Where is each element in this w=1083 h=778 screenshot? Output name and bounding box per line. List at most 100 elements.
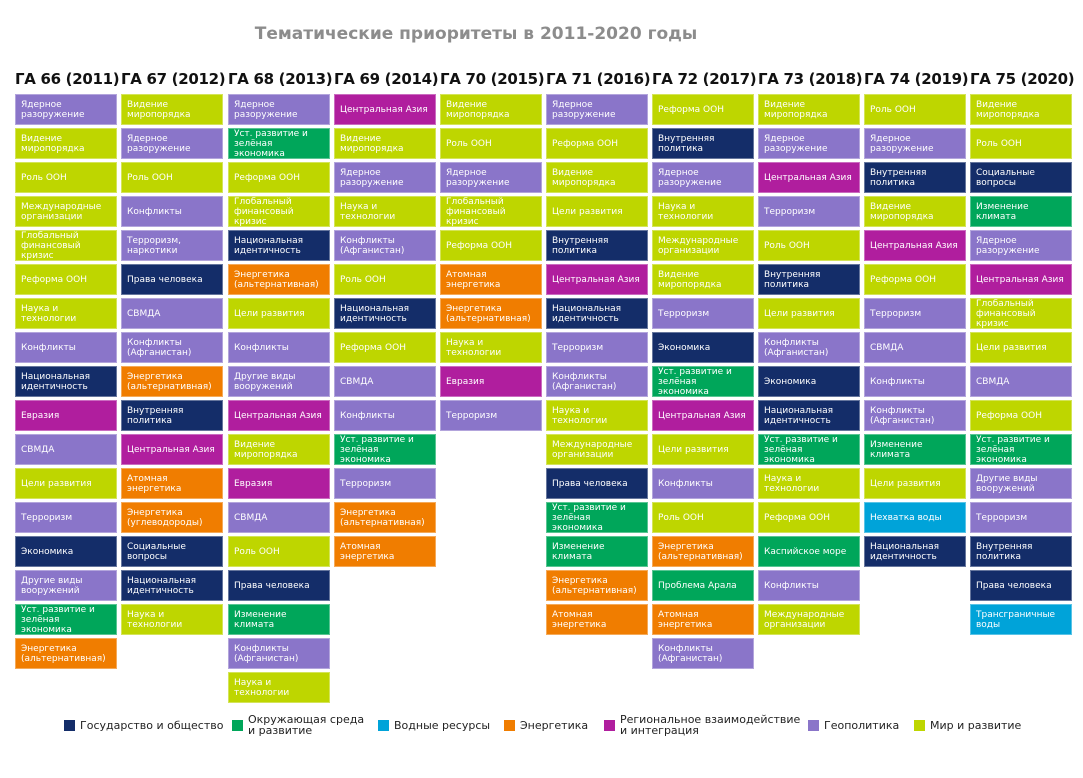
topic-cell: Ядерное разоружение — [440, 162, 542, 193]
topic-cell: Реформа ООН — [440, 230, 542, 261]
session-column: ГА 70 (2015) Видение миропорядка Роль ООН Я… — [440, 70, 545, 434]
topic-cell: Национальная идентичность — [758, 400, 860, 431]
topic-cell: Социальные вопросы — [121, 536, 223, 567]
topic-cell: Реформа ООН — [15, 264, 117, 295]
topic-cell: Реформа ООН — [334, 332, 436, 363]
topic-cell: Наука и технологии — [440, 332, 542, 363]
topic-cell: Реформа ООН — [228, 162, 330, 193]
topic-cell: Видение миропорядка — [334, 128, 436, 159]
topic-cell: Международные организации — [546, 434, 648, 465]
topic-cell: Атомная энергетика — [334, 536, 436, 567]
topic-cell: Национальная идентичность — [334, 298, 436, 329]
topic-cell: Атомная энергетика — [440, 264, 542, 295]
topic-cell: Конфликты — [864, 366, 966, 397]
session-column: ГА 74 (2019) Роль ООН Ядерное разоружение В… — [864, 70, 969, 570]
topic-cell: Глобальный финансовый кризис — [970, 298, 1072, 329]
topic-cell: Уст. развитие и зелёная экономика — [228, 128, 330, 159]
column-header: ГА 70 (2015) — [440, 70, 545, 88]
topic-cell: Роль ООН — [758, 230, 860, 261]
topic-cell: Внутренняя политика — [652, 128, 754, 159]
column-header: ГА 66 (2011) — [15, 70, 120, 88]
topic-cell: Центральная Азия — [121, 434, 223, 465]
topic-cell: Видение миропорядка — [15, 128, 117, 159]
topic-cell: Цели развития — [652, 434, 754, 465]
topic-cell: Наука и технологии — [334, 196, 436, 227]
topic-cell: Энергетика (углеводороды) — [121, 502, 223, 533]
topic-cell: Права человека — [228, 570, 330, 601]
topic-cell: Наука и технологии — [15, 298, 117, 329]
topic-cell: Роль ООН — [228, 536, 330, 567]
topic-cell: Энергетика (альтернативная) — [228, 264, 330, 295]
legend-swatch — [232, 719, 243, 731]
column-header: ГА 67 (2012) — [121, 70, 226, 88]
topic-cell: Реформа ООН — [864, 264, 966, 295]
topic-cell: Внутренняя политика — [121, 400, 223, 431]
topic-cell: Цели развития — [15, 468, 117, 499]
legend-label: Окружающая среда и развитие — [248, 713, 365, 737]
legend-item: Окружающая среда и развитие — [232, 714, 364, 736]
legend-label: Водные ресурсы — [394, 719, 491, 732]
topic-cell: Наука и технологии — [546, 400, 648, 431]
topic-cell: Наука и технологии — [758, 468, 860, 499]
topic-cell: Экономика — [758, 366, 860, 397]
legend-label: Государство и общество — [80, 719, 224, 732]
legend-item: Геополитика — [808, 720, 899, 731]
topic-cell: Другие виды вооружений — [228, 366, 330, 397]
topic-cell: Ядерное разоружение — [970, 230, 1072, 261]
topic-cell: Права человека — [546, 468, 648, 499]
topic-cell: Реформа ООН — [758, 502, 860, 533]
topic-cell: Реформа ООН — [652, 94, 754, 125]
topic-cell: Наука и технологии — [228, 672, 330, 703]
topic-cell: Центральная Азия — [652, 400, 754, 431]
legend-item: Мир и развитие — [914, 720, 1021, 731]
topic-cell: Энергетика (альтернативная) — [121, 366, 223, 397]
topic-cell: Цели развития — [970, 332, 1072, 363]
topic-cell: Права человека — [121, 264, 223, 295]
topic-cell: Ядерное разоружение — [652, 162, 754, 193]
topic-cell: Уст. развитие и зелёная экономика — [970, 434, 1072, 465]
topic-cell: Атомная энергетика — [546, 604, 648, 635]
session-column: ГА 67 (2012) Видение миропорядка Ядерное р… — [121, 70, 226, 638]
topic-cell: Национальная идентичность — [546, 298, 648, 329]
topic-cell: Конфликты (Афганистан) — [652, 638, 754, 669]
column-header: ГА 69 (2014) — [334, 70, 439, 88]
topic-cell: Конфликты — [758, 570, 860, 601]
topic-cell: Глобальный финансовый кризис — [228, 196, 330, 227]
topic-cell: Цели развития — [758, 298, 860, 329]
topic-cell: Энергетика (альтернативная) — [546, 570, 648, 601]
topic-cell: Энергетика (альтернативная) — [334, 502, 436, 533]
topic-cell: Уст. развитие и зелёная экономика — [334, 434, 436, 465]
topic-cell: Изменение климата — [546, 536, 648, 567]
legend-item: Водные ресурсы — [378, 720, 490, 731]
topic-cell: Терроризм — [758, 196, 860, 227]
column-header: ГА 74 (2019) — [864, 70, 969, 88]
topic-cell: Евразия — [228, 468, 330, 499]
topic-cell: Права человека — [970, 570, 1072, 601]
topic-cell: Энергетика (альтернативная) — [440, 298, 542, 329]
topic-cell: Ядерное разоружение — [228, 94, 330, 125]
topic-cell: СВМДА — [864, 332, 966, 363]
topic-cell: Терроризм — [970, 502, 1072, 533]
topic-cell: Видение миропорядка — [440, 94, 542, 125]
session-column: ГА 73 (2018) Видение миропорядка Ядерное р… — [758, 70, 863, 638]
topic-cell: Конфликты (Афганистан) — [121, 332, 223, 363]
column-header: ГА 72 (2017) — [652, 70, 757, 88]
topic-cell: Конфликты (Афганистан) — [758, 332, 860, 363]
topic-cell: Ядерное разоружение — [758, 128, 860, 159]
topic-cell: Каспийское море — [758, 536, 860, 567]
topic-cell: Внутренняя политика — [864, 162, 966, 193]
page-title: Тематические приоритеты в 2011-2020 годы — [254, 24, 698, 44]
topic-cell: Роль ООН — [440, 128, 542, 159]
topic-cell: Цели развития — [864, 468, 966, 499]
topic-cell: Национальная идентичность — [228, 230, 330, 261]
topic-cell: Центральная Азия — [758, 162, 860, 193]
topic-cell: Трансграничные воды — [970, 604, 1072, 635]
topic-cell: Ядерное разоружение — [15, 94, 117, 125]
topic-cell: Видение миропорядка — [970, 94, 1072, 125]
topic-cell: Конфликты (Афганистан) — [228, 638, 330, 669]
column-header: ГА 75 (2020) — [970, 70, 1075, 88]
topic-cell: Уст. развитие и зелёная экономика — [15, 604, 117, 635]
topic-cell: Терроризм — [440, 400, 542, 431]
topic-cell: Ядерное разоружение — [864, 128, 966, 159]
legend-label: Мир и развитие — [930, 719, 1022, 732]
